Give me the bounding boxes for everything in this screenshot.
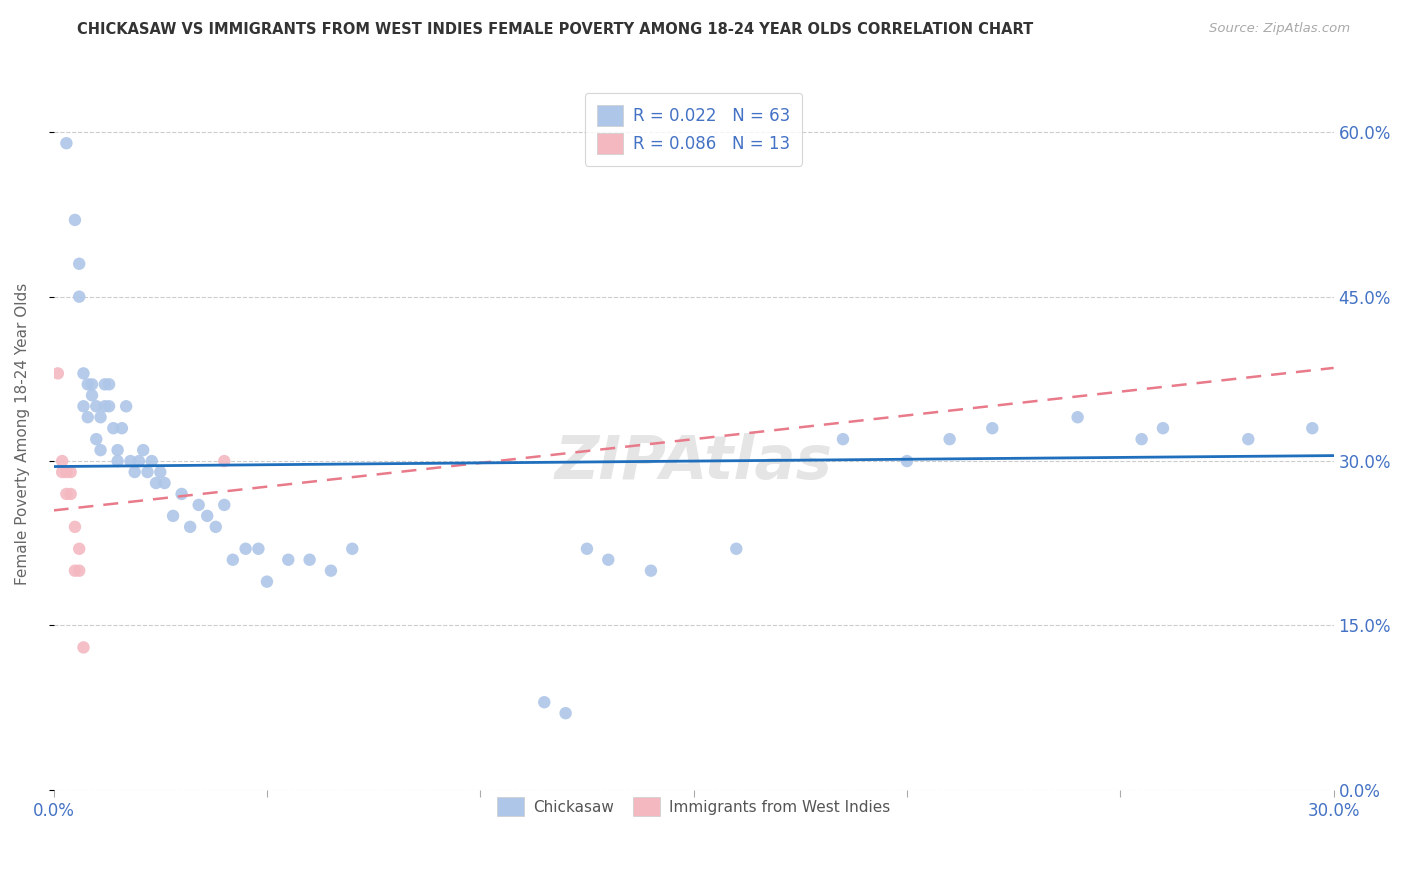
Point <box>51 465 73 479</box>
Point <box>98 399 121 413</box>
Point <box>235 541 257 556</box>
Text: Source: ZipAtlas.com: Source: ZipAtlas.com <box>1209 22 1350 36</box>
Point <box>63 564 86 578</box>
Point <box>187 498 209 512</box>
Point <box>124 465 146 479</box>
Point <box>598 552 620 566</box>
Point <box>204 520 226 534</box>
Point <box>51 454 73 468</box>
Point <box>84 432 107 446</box>
Point <box>63 213 86 227</box>
Point <box>107 454 129 468</box>
Point <box>67 541 90 556</box>
Point <box>115 399 138 413</box>
Point <box>46 367 69 381</box>
Point <box>342 541 364 556</box>
Point <box>67 564 90 578</box>
Point <box>153 475 176 490</box>
Point <box>533 695 555 709</box>
Point <box>136 465 159 479</box>
Point <box>59 465 82 479</box>
Point <box>145 475 167 490</box>
Point <box>277 552 299 566</box>
Point <box>84 399 107 413</box>
Point <box>90 410 112 425</box>
Point <box>55 136 77 151</box>
Point <box>1301 421 1323 435</box>
Point <box>141 454 163 468</box>
Point <box>76 377 98 392</box>
Point <box>640 564 662 578</box>
Point <box>72 367 94 381</box>
Point <box>94 399 117 413</box>
Point <box>896 454 918 468</box>
Point <box>832 432 855 446</box>
Point <box>149 465 172 479</box>
Point <box>162 508 184 523</box>
Point <box>67 290 90 304</box>
Point <box>63 520 86 534</box>
Point <box>1130 432 1153 446</box>
Point <box>319 564 342 578</box>
Point <box>575 541 598 556</box>
Point <box>256 574 278 589</box>
Point <box>725 541 748 556</box>
Point <box>55 487 77 501</box>
Point <box>90 443 112 458</box>
Point <box>59 487 82 501</box>
Point <box>98 377 121 392</box>
Point <box>195 508 218 523</box>
Legend: Chickasaw, Immigrants from West Indies: Chickasaw, Immigrants from West Indies <box>488 788 900 825</box>
Point <box>179 520 201 534</box>
Point <box>128 454 150 468</box>
Point <box>111 421 134 435</box>
Point <box>76 410 98 425</box>
Point <box>170 487 193 501</box>
Text: CHICKASAW VS IMMIGRANTS FROM WEST INDIES FEMALE POVERTY AMONG 18-24 YEAR OLDS CO: CHICKASAW VS IMMIGRANTS FROM WEST INDIES… <box>77 22 1033 37</box>
Point <box>298 552 321 566</box>
Point <box>107 443 129 458</box>
Point <box>72 399 94 413</box>
Point <box>1152 421 1174 435</box>
Point <box>981 421 1004 435</box>
Point <box>938 432 960 446</box>
Text: ZIPAtlas: ZIPAtlas <box>554 433 832 491</box>
Point <box>103 421 125 435</box>
Point <box>214 498 236 512</box>
Point <box>222 552 245 566</box>
Point <box>80 388 103 402</box>
Point <box>132 443 155 458</box>
Point <box>1237 432 1260 446</box>
Point <box>247 541 270 556</box>
Point <box>55 465 77 479</box>
Point <box>94 377 117 392</box>
Y-axis label: Female Poverty Among 18-24 Year Olds: Female Poverty Among 18-24 Year Olds <box>15 283 30 585</box>
Point <box>72 640 94 655</box>
Point <box>67 257 90 271</box>
Point <box>554 706 576 721</box>
Point <box>1066 410 1088 425</box>
Point <box>214 454 236 468</box>
Point <box>80 377 103 392</box>
Point <box>120 454 142 468</box>
